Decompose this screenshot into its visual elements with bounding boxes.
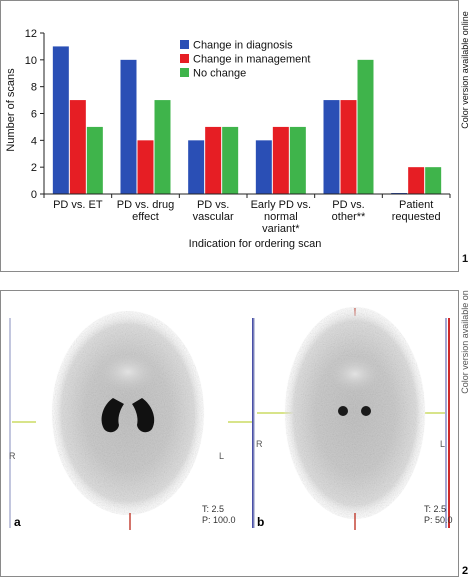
legend-label-1: Change in management [193,54,310,66]
y-tick-label: 12 [25,28,37,40]
x-tick-label: PD vs. [332,199,364,211]
panel-b-right-marker: L [440,439,445,449]
panel-a-left-marker: R [9,451,16,461]
panel-b-texture [285,307,425,519]
panel-a-right-marker: L [219,451,224,461]
panel-a-readout-p: P: 100.0 [202,515,236,525]
color-note-bottom: Color version available online [460,290,470,394]
y-tick-label: 4 [31,135,37,147]
bar-2-3 [289,126,306,194]
panel-b-ventricle [329,356,381,392]
panel-b-readout-t: T: 2.5 [424,504,446,514]
panel-a-readout-t: T: 2.5 [202,504,224,514]
y-tick-label: 2 [31,162,37,174]
bar-0-4 [323,100,340,194]
bar-series [52,46,442,195]
x-tick-label: PD vs. ET [53,199,103,211]
x-tick-label: Patient [399,199,433,211]
panel-a-striatum-right [101,398,124,433]
bar-1-3 [272,126,289,194]
bar-2-0 [86,126,103,194]
x-tick-label: normal [264,211,298,223]
y-axis: 0 2 4 6 8 10 12 [25,28,44,201]
legend-swatch-0 [180,40,189,49]
panel-b-left-marker: R [256,439,263,449]
y-tick-label: 6 [31,109,37,121]
y-tick-label: 10 [25,55,37,67]
bar-2-5 [425,167,442,194]
x-tick-label: PD vs. drug [117,199,174,211]
bar-chart: Number of scans Indication for ordering … [0,0,470,272]
legend-label-0: Change in diagnosis [193,40,293,52]
bar-0-3 [255,140,272,194]
x-axis-label: Indication for ordering scan [189,238,322,250]
x-tick-label: requested [392,211,441,223]
panel-a-striatum-left [132,398,155,433]
bar-2-1 [154,100,171,194]
y-tick-label: 0 [31,189,37,201]
x-tick-label: effect [132,211,159,223]
panel-b-striatum-left [361,406,371,416]
bar-0-0 [52,46,69,194]
x-tick-label: variant* [262,223,300,235]
scan-panel-a: R L T: 2.5 P: 100.0 a [9,309,254,530]
legend-swatch-1 [180,54,189,63]
panel-a-ventricle [98,352,158,392]
panel-a-letter: a [14,515,21,529]
bar-1-4 [340,100,357,194]
bar-0-2 [188,140,205,194]
legend-swatch-2 [180,68,189,77]
bar-1-2 [205,126,222,194]
legend-label-2: No change [193,68,246,80]
legend: Change in diagnosis Change in management N… [180,40,310,80]
figure-number-1: 1 [462,253,468,265]
bar-0-1 [120,59,137,195]
bar-2-2 [222,126,239,194]
bar-1-1 [137,140,154,194]
y-tick-label: 8 [31,82,37,94]
chart-frame [0,0,459,272]
panel-b-readout-p: P: 50.0 [424,515,453,525]
bar-1-0 [69,100,86,194]
figure-number-2: 2 [462,565,468,577]
x-tick-label: PD vs. [197,199,229,211]
x-tick-label: vascular [193,211,234,223]
bar-1-5 [408,167,425,194]
panel-a-texture [52,311,204,515]
color-note-top: Color version available online [460,11,470,129]
bar-2-4 [357,59,374,195]
x-tick-label: other** [332,211,366,223]
y-axis-label: Number of scans [5,68,17,152]
x-tick-label: Early PD vs. [251,199,312,211]
scan-panel-b: R L T: 2.5 P: 50.0 b [253,305,453,530]
scan-figure: R L T: 2.5 P: 100.0 a R L T: 2.5 P: 50.0… [0,290,470,577]
panel-b-striatum-right [338,406,348,416]
panel-b-letter: b [257,515,264,529]
